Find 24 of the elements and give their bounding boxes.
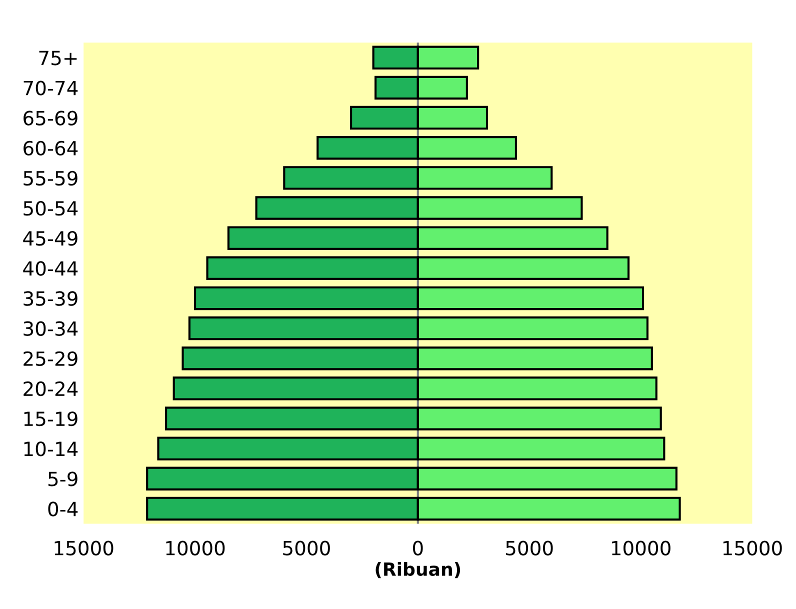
y-tick-label: 50-54 (24, 200, 78, 216)
y-tick-label: 45-49 (23, 231, 78, 246)
x-tick-label: 5000 (506, 540, 553, 556)
y-tick-label: 0-4 (48, 502, 78, 516)
y-tick-label: 30-34 (24, 321, 78, 336)
y-tick-label: 70-74 (24, 80, 78, 96)
x-tick-label: 5000 (283, 540, 330, 556)
y-tick-label: 60-64 (24, 140, 78, 156)
y-tick-label: 40-44 (23, 261, 78, 276)
y-tick-label: 5-9 (48, 472, 78, 486)
y-tick-label: 75+ (39, 50, 77, 66)
x-tick-label: 10000 (612, 540, 670, 556)
y-tick-label: 20-24 (24, 381, 78, 396)
y-tick-label: 35-39 (24, 291, 78, 306)
y-tick-label: 15-19 (24, 411, 78, 426)
x-tick-label: 0 (412, 540, 423, 556)
y-tick-label: 10-14 (24, 442, 78, 456)
y-tick-label: 25-29 (24, 351, 78, 366)
x-tick-label: 15000 (54, 540, 114, 556)
y-tick-label: 65-69 (24, 110, 78, 126)
x-tick-label: 15000 (723, 540, 782, 556)
x-tick-label: 10000 (166, 540, 225, 556)
y-tick-label: 55-59 (24, 170, 78, 186)
x-axis-title: (Ribuan) (376, 562, 460, 578)
